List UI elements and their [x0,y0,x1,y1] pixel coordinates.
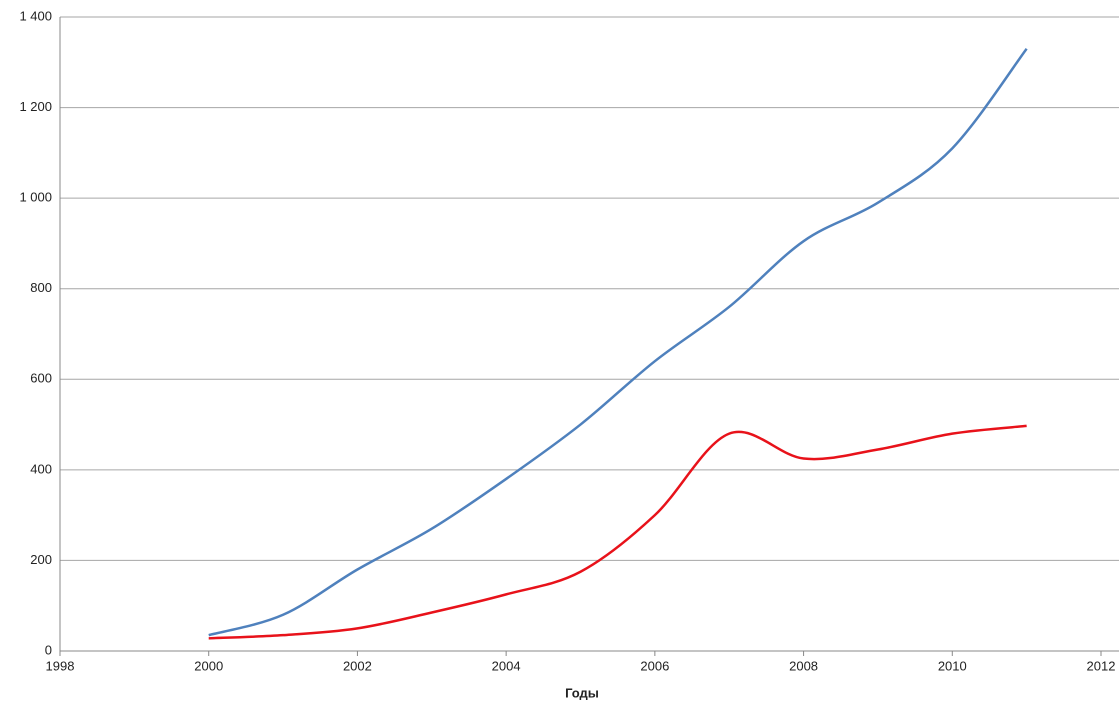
y-tick-label: 800 [30,280,52,295]
x-tick-label: 2006 [640,658,669,673]
y-tick-label: 600 [30,371,52,386]
x-tick-label: 2012 [1087,658,1116,673]
y-tick-label: 400 [30,461,52,476]
y-tick-label: 1 400 [19,8,52,23]
x-axis-label: Годы [565,685,599,700]
series-line [208,47,1028,637]
y-tick-label: 1 200 [19,99,52,114]
series-line [208,424,1027,640]
y-tick-label: 0 [45,642,52,657]
x-tick-label: 2010 [938,658,967,673]
x-tick-label: 1998 [46,658,75,673]
x-tick-label: 2000 [194,658,223,673]
y-tick-label: 200 [30,552,52,567]
x-tick-label: 2008 [789,658,818,673]
x-tick-label: 2004 [492,658,521,673]
x-tick-label: 2002 [343,658,372,673]
y-tick-label: 1 000 [19,190,52,205]
